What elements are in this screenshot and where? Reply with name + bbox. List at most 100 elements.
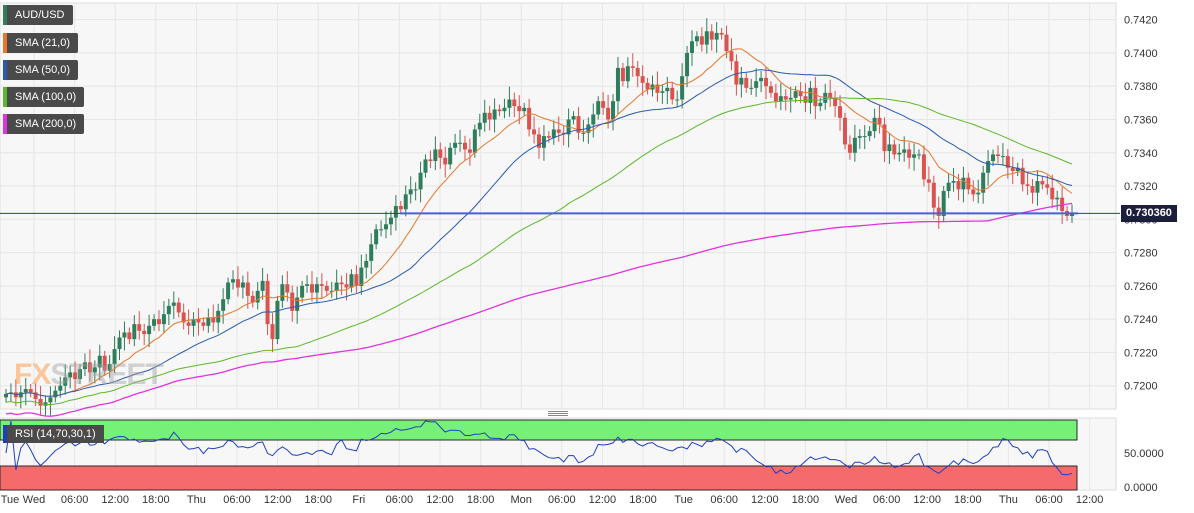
- candle-body: [467, 149, 472, 153]
- candle-body: [270, 324, 275, 340]
- candle-body: [97, 355, 102, 368]
- legend-swatch: [3, 425, 7, 443]
- candle-body: [838, 106, 843, 118]
- candle-body: [872, 117, 877, 132]
- candle-body: [645, 82, 650, 90]
- sma-100-line: [5, 97, 1073, 406]
- y-tick-label: 0.7280: [1124, 248, 1158, 260]
- candle-body: [976, 192, 981, 195]
- x-tick-label: 06:00: [223, 494, 251, 506]
- candle-body: [384, 224, 389, 230]
- candle-body: [951, 181, 956, 183]
- candle-body: [1040, 181, 1045, 185]
- candle-body: [433, 149, 438, 162]
- rsi-label: RSI (14,70,30,1): [15, 428, 96, 440]
- candle-body: [1055, 197, 1060, 200]
- candle-body: [507, 99, 512, 108]
- x-tick-label: 12:00: [264, 494, 292, 506]
- rsi-legend[interactable]: RSI (14,70,30,1): [3, 425, 104, 443]
- legend-label: SMA (100,0): [15, 91, 77, 103]
- candle-body: [290, 292, 295, 311]
- candle-body: [344, 284, 349, 288]
- candle-body: [305, 284, 310, 286]
- candle-body: [48, 397, 53, 403]
- legend-sma-50[interactable]: SMA (50,0): [3, 60, 79, 80]
- candle-body: [92, 367, 97, 373]
- candle-body: [759, 77, 764, 82]
- candle-body: [462, 142, 467, 150]
- legend-aud-usd[interactable]: AUD/USD: [3, 5, 73, 25]
- legend-sma-21[interactable]: SMA (21,0): [3, 33, 79, 53]
- candle-body: [517, 106, 522, 112]
- candle-body: [285, 284, 290, 293]
- candle-body: [142, 330, 147, 335]
- candle-body: [181, 312, 186, 323]
- candle-body: [453, 142, 458, 148]
- legend-sma-100[interactable]: SMA (100,0): [3, 87, 85, 107]
- x-tick-label: Thu: [999, 494, 1018, 506]
- candle-body: [902, 149, 907, 153]
- candle-body: [744, 77, 749, 88]
- candle-body: [171, 302, 176, 306]
- rsi-tick-label: 50.0000: [1124, 448, 1164, 460]
- candle-body: [773, 92, 778, 102]
- candle-body: [833, 97, 838, 107]
- candle-body: [73, 372, 78, 380]
- candle-body: [275, 300, 280, 340]
- candle-body: [556, 129, 561, 133]
- candle-body: [665, 87, 670, 92]
- x-tick-label: Wed: [23, 494, 45, 506]
- candle-body: [191, 319, 196, 326]
- candle-body: [492, 109, 497, 120]
- y-tick-label: 0.7420: [1124, 15, 1158, 27]
- candle-body: [127, 332, 132, 340]
- candle-body: [206, 317, 211, 326]
- candle-body: [867, 131, 872, 137]
- candle-body: [625, 66, 630, 82]
- panel-splitter-icon[interactable]: [548, 411, 568, 416]
- candle-body: [28, 389, 33, 393]
- x-tick-label: 12:00: [426, 494, 454, 506]
- candle-body: [369, 244, 374, 261]
- candle-body: [78, 369, 83, 380]
- candle-body: [620, 67, 625, 82]
- candle-body: [196, 319, 201, 323]
- candle-body: [152, 319, 157, 326]
- candle-body: [388, 217, 393, 225]
- candle-body: [112, 349, 117, 365]
- y-tick-label: 0.7200: [1124, 381, 1158, 393]
- main-panel-bg: [0, 2, 1117, 410]
- candle-body: [926, 179, 931, 183]
- x-tick-label: Fri: [352, 494, 365, 506]
- candle-body: [53, 390, 58, 398]
- candle-body: [255, 290, 260, 303]
- candle-body: [907, 149, 912, 158]
- candle-body: [635, 67, 640, 77]
- candle-body: [226, 282, 231, 300]
- candle-body: [354, 274, 359, 286]
- x-tick-label: Thu: [187, 494, 206, 506]
- candle-body: [877, 117, 882, 125]
- x-tick-label: 06:00: [873, 494, 901, 506]
- candle-body: [33, 392, 38, 400]
- candle-body: [793, 91, 798, 98]
- candle-body: [823, 92, 828, 103]
- candle-body: [527, 107, 532, 130]
- legend-label: AUD/USD: [15, 9, 65, 21]
- legend-swatch: [3, 114, 7, 134]
- x-tick-label: 12:00: [101, 494, 129, 506]
- candle-body: [300, 285, 305, 298]
- candle-body: [1015, 167, 1020, 172]
- candle-body: [334, 282, 339, 291]
- candle-body: [260, 280, 265, 291]
- y-tick-label: 0.7400: [1124, 48, 1158, 60]
- candle-body: [58, 385, 63, 391]
- candle-body: [477, 122, 482, 130]
- rsi-line: [5, 420, 1073, 476]
- x-tick-label: 06:00: [61, 494, 89, 506]
- candle-body: [472, 129, 477, 153]
- candle-body: [512, 99, 517, 107]
- candle-body: [862, 136, 867, 138]
- legend-sma-200[interactable]: SMA (200,0): [3, 114, 85, 134]
